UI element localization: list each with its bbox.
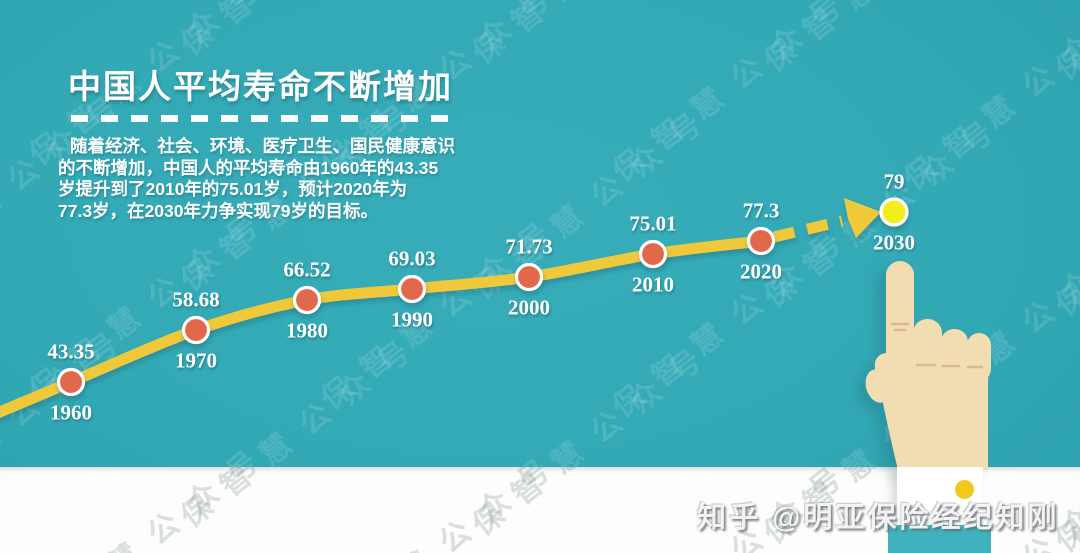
intro-paragraph: 随着经济、社会、环境、医疗卫生、国民健康意识 的不断增加，中国人的平均寿命由19…	[58, 136, 455, 221]
point-year-label: 2000	[508, 295, 550, 320]
point-value-label: 69.03	[388, 246, 436, 271]
shirt-cuff	[897, 467, 983, 526]
data-point	[746, 226, 776, 256]
target-data-point	[879, 197, 909, 227]
page-title: 中国人平均寿命不断增加	[68, 68, 453, 105]
trend-line-dashed-projection	[772, 215, 844, 243]
point-value-label: 58.68	[172, 287, 220, 312]
point-year-label: 2030	[873, 230, 915, 255]
data-point	[514, 262, 544, 292]
point-value-label: 75.01	[629, 211, 677, 236]
projection-arrow-icon	[844, 198, 881, 238]
zhihu-watermark: 知乎 @明亚保险经纪知刚	[697, 502, 1060, 534]
cuff-button-dot	[955, 480, 974, 499]
point-year-label: 1990	[391, 307, 433, 332]
data-point	[181, 315, 211, 345]
point-year-label: 1970	[175, 348, 217, 373]
point-value-label: 79	[883, 169, 905, 194]
data-point	[397, 274, 427, 304]
data-point	[56, 367, 86, 397]
point-year-label: 1960	[50, 400, 92, 425]
point-value-label: 71.73	[505, 234, 553, 259]
pointing-hand-icon	[865, 261, 991, 470]
point-year-label: 2010	[632, 272, 674, 297]
point-year-label: 1980	[286, 318, 328, 343]
trend-line-solid	[0, 235, 762, 418]
title-dashed-underline	[71, 115, 453, 122]
data-point	[638, 239, 668, 269]
point-value-label: 43.35	[47, 339, 95, 364]
point-value-label: 66.52	[283, 257, 331, 282]
data-point	[292, 285, 322, 315]
shirt-sleeve	[888, 525, 991, 553]
point-value-label: 77.3	[742, 198, 780, 223]
point-year-label: 2020	[740, 259, 782, 284]
